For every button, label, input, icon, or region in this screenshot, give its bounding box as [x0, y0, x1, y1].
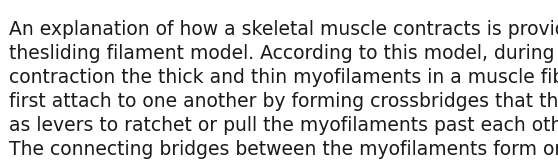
Text: thesliding filament model. According to this model, during: thesliding filament model. According to …	[9, 44, 555, 63]
Text: first attach to one another by forming crossbridges that then act: first attach to one another by forming c…	[9, 92, 558, 111]
Text: contraction the thick and thin myofilaments in a muscle fiber: contraction the thick and thin myofilame…	[9, 68, 558, 87]
Text: An explanation of how a skeletal muscle contracts is provided by: An explanation of how a skeletal muscle …	[9, 20, 558, 39]
Text: as levers to ratchet or pull the myofilaments past each other.: as levers to ratchet or pull the myofila…	[9, 116, 558, 135]
Text: The connecting bridges between the myofilaments form only if: The connecting bridges between the myofi…	[9, 140, 558, 159]
